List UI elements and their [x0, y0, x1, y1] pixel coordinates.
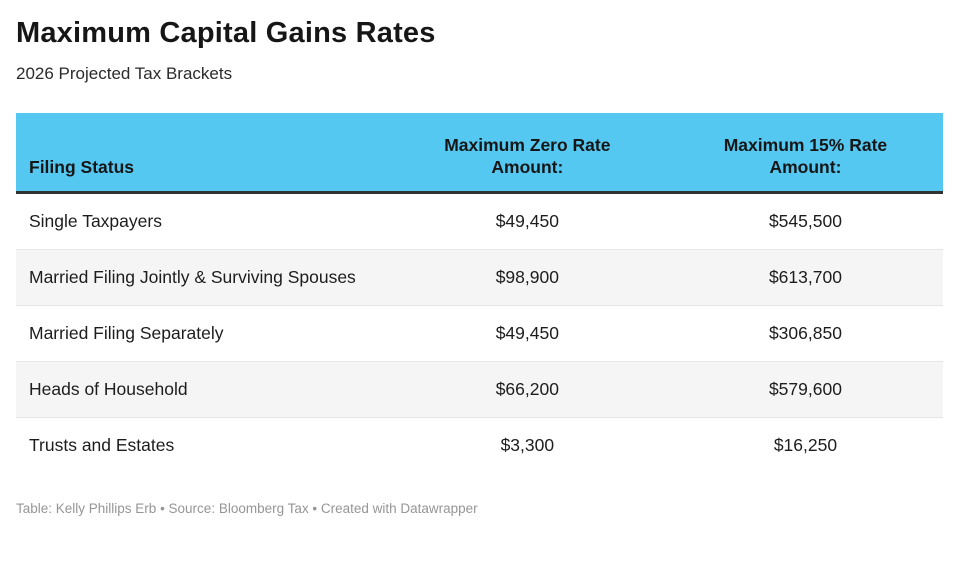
- cell-zero-rate-amount: $98,900: [386, 248, 665, 305]
- column-header-label-line1: Maximum 15% Rate: [723, 134, 888, 155]
- cell-15-rate-amount: $579,600: [664, 360, 943, 417]
- cell-zero-rate-amount: $66,200: [386, 360, 665, 417]
- cell-15-rate-amount: $306,850: [664, 304, 943, 361]
- cell-zero-rate-amount: $49,450: [386, 304, 665, 361]
- cell-filing-status: Heads of Household: [16, 360, 387, 417]
- cell-15-rate-amount: $16,250: [664, 416, 943, 473]
- table-row: Heads of Household $66,200 $579,600: [16, 360, 943, 417]
- table-header: Filing Status Maximum Zero Rate Amount: …: [16, 113, 943, 194]
- page-title: Maximum Capital Gains Rates: [16, 17, 436, 49]
- column-header-filing-status: Filing Status: [16, 113, 387, 194]
- column-header-15-rate: Maximum 15% Rate Amount:: [664, 113, 943, 194]
- cell-filing-status: Single Taxpayers: [29, 210, 162, 231]
- table-body: Single Taxpayers $49,450 $545,500 Marrie…: [16, 192, 943, 473]
- table-row: Single Taxpayers $49,450 $545,500: [16, 192, 943, 249]
- attribution-footer: Table: Kelly Phillips Erb • Source: Bloo…: [16, 500, 478, 516]
- cell-15-rate-amount: $613,700: [664, 248, 943, 305]
- cell-15-rate-amount: $545,500: [768, 210, 842, 231]
- column-header-zero-rate: Maximum Zero Rate Amount:: [386, 113, 665, 194]
- cell-filing-status: Trusts and Estates: [16, 416, 387, 473]
- table-row: Married Filing Separately $49,450 $306,8…: [16, 304, 943, 361]
- cell-zero-rate-amount: $3,300: [386, 416, 665, 473]
- column-header-label-line1: Maximum Zero Rate: [444, 134, 611, 155]
- page-subtitle: 2026 Projected Tax Brackets: [16, 64, 233, 83]
- table-row: Married Filing Jointly & Surviving Spous…: [16, 248, 943, 305]
- capital-gains-table: Filing Status Maximum Zero Rate Amount: …: [16, 113, 943, 473]
- column-header-label: Filing Status: [29, 156, 134, 177]
- cell-zero-rate-amount: $49,450: [495, 210, 559, 231]
- cell-filing-status: Married Filing Separately: [16, 304, 387, 361]
- cell-filing-status: Married Filing Jointly & Surviving Spous…: [16, 248, 387, 305]
- column-header-label-line2: Amount:: [491, 156, 564, 177]
- column-header-label-line2: Amount:: [769, 156, 842, 177]
- table-row: Trusts and Estates $3,300 $16,250: [16, 416, 943, 473]
- table-header-row: Filing Status Maximum Zero Rate Amount: …: [16, 113, 943, 194]
